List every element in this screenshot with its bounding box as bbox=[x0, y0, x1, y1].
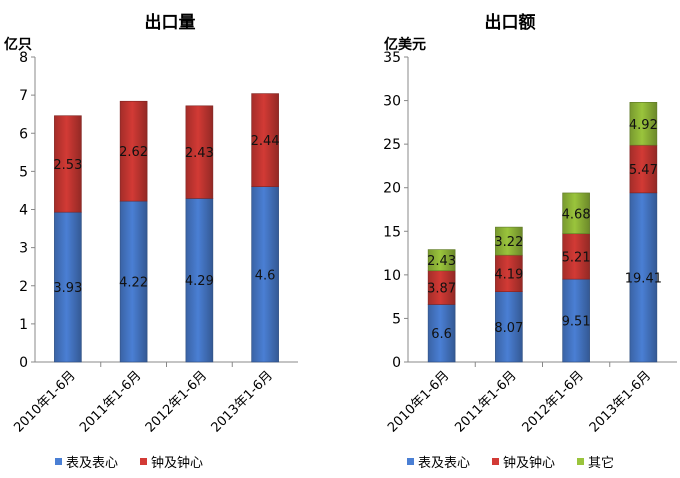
y-tick-label: 20 bbox=[383, 181, 401, 197]
data-label: 3.93 bbox=[53, 281, 82, 296]
legend-swatch-red bbox=[492, 458, 500, 465]
bar-segment bbox=[251, 186, 279, 363]
x-tick-label: 2012年1-6月 bbox=[520, 368, 587, 435]
data-label: 9.51 bbox=[562, 315, 591, 330]
legend-item: 其它 bbox=[577, 452, 614, 471]
x-tick-label: 2013年1-6月 bbox=[587, 368, 654, 435]
data-label: 3.87 bbox=[427, 282, 456, 297]
data-label: 6.6 bbox=[431, 327, 452, 342]
legend-item: 钟及钟心 bbox=[492, 452, 555, 471]
data-label: 3.22 bbox=[494, 235, 523, 250]
x-tick-label: 2010年1-6月 bbox=[11, 368, 78, 435]
data-label: 4.22 bbox=[119, 276, 148, 291]
legend-swatch-blue bbox=[407, 458, 414, 465]
chart-export-value: 出口额 亿美元 0 5 10 15 20 25 30 35 6.6 3.87 2.43 2010年1-… bbox=[340, 0, 680, 478]
bar-segment bbox=[562, 278, 590, 363]
bar-segment bbox=[495, 254, 523, 292]
x-tick-label: 2010年1-6月 bbox=[385, 368, 452, 435]
bar-segment bbox=[629, 192, 658, 363]
bar-segment bbox=[251, 93, 279, 187]
bar-segment bbox=[427, 304, 456, 363]
chart-title: 出口量 bbox=[144, 13, 196, 33]
bar-segment bbox=[562, 233, 590, 280]
data-label: 2.43 bbox=[427, 254, 456, 269]
y-tick-label: 10 bbox=[383, 268, 401, 284]
chart-export-volume: 出口量 亿只 0 1 2 3 4 5 6 7 8 3.93 2.53 2010年1-6月 4.22 2.6… bbox=[4, 13, 298, 471]
bar-segment bbox=[185, 105, 214, 199]
y-tick-label: 1 bbox=[19, 317, 28, 333]
data-label: 2.62 bbox=[119, 145, 148, 160]
bar-segment bbox=[495, 226, 523, 256]
data-label: 2.53 bbox=[53, 158, 82, 173]
bar-segment bbox=[119, 100, 148, 202]
data-label: 8.07 bbox=[494, 321, 523, 336]
bar-segment bbox=[185, 198, 214, 363]
bar-segment bbox=[629, 144, 658, 194]
y-tick-label: 0 bbox=[19, 355, 28, 371]
data-label: 4.92 bbox=[629, 118, 658, 133]
y-tick-label: 3 bbox=[19, 241, 28, 257]
y-tick-label: 25 bbox=[383, 137, 401, 153]
legend-swatch-blue bbox=[55, 458, 62, 465]
data-label: 5.21 bbox=[562, 250, 591, 265]
y-tick-label: 15 bbox=[383, 224, 401, 240]
y-tick-label: 35 bbox=[383, 50, 401, 66]
legend-item: 钟及钟心 bbox=[140, 452, 203, 471]
data-label: 2.44 bbox=[251, 134, 280, 149]
chart-plot: 0 5 10 15 20 25 30 35 6.6 3.87 2.43 2010年1-6月 8.07 4.… bbox=[383, 50, 677, 436]
y-tick-label: 30 bbox=[383, 94, 401, 110]
data-label: 19.41 bbox=[625, 271, 662, 286]
y-tick-label: 5 bbox=[392, 311, 401, 327]
data-label: 5.47 bbox=[629, 163, 658, 178]
legend-label: 其它 bbox=[588, 456, 615, 471]
legend-label: 表及表心 bbox=[418, 456, 471, 471]
legend-label: 钟及钟心 bbox=[151, 456, 204, 471]
bar-segment bbox=[495, 291, 523, 363]
x-tick-label: 2012年1-6月 bbox=[143, 368, 210, 435]
data-label: 4.29 bbox=[185, 274, 214, 289]
y-tick-label: 6 bbox=[19, 126, 28, 142]
y-axis-unit: 亿只 bbox=[4, 37, 32, 53]
bar-segment bbox=[54, 115, 82, 213]
bar-segment bbox=[119, 200, 148, 363]
y-tick-label: 0 bbox=[392, 355, 401, 371]
bar-segment bbox=[629, 102, 658, 146]
bar-segment bbox=[427, 270, 456, 305]
y-tick-label: 5 bbox=[19, 164, 28, 180]
legend-item: 表及表心 bbox=[55, 452, 118, 471]
chart-title: 出口额 bbox=[484, 13, 536, 33]
legend-swatch-green bbox=[577, 458, 585, 465]
legend-swatch-red bbox=[140, 458, 148, 465]
y-axis-unit: 亿美元 bbox=[384, 37, 426, 53]
x-tick-label: 2013年1-6月 bbox=[209, 368, 276, 435]
bar-segment bbox=[427, 249, 456, 272]
data-label: 2.43 bbox=[185, 146, 214, 161]
chart-plot: 0 1 2 3 4 5 6 7 8 3.93 2.53 2010年1-6月 4.22 2.62 2011年1… bbox=[11, 50, 298, 436]
data-label: 4.6 bbox=[255, 268, 276, 283]
legend-item: 表及表心 bbox=[407, 452, 470, 471]
y-tick-label: 8 bbox=[19, 50, 28, 66]
bar-segment bbox=[562, 192, 590, 235]
y-tick-label: 4 bbox=[19, 203, 28, 219]
bar-segment bbox=[54, 211, 82, 363]
x-tick-label: 2011年1-6月 bbox=[452, 368, 519, 435]
legend: 表及表心 钟及钟心 其它 bbox=[407, 452, 614, 471]
legend-label: 钟及钟心 bbox=[503, 456, 556, 471]
y-tick-label: 2 bbox=[19, 279, 28, 295]
x-tick-label: 2011年1-6月 bbox=[77, 368, 144, 435]
data-label: 4.19 bbox=[494, 267, 523, 282]
legend: 表及表心 钟及钟心 bbox=[55, 452, 203, 471]
y-tick-label: 7 bbox=[19, 88, 28, 104]
legend-label: 表及表心 bbox=[66, 456, 119, 471]
data-label: 4.68 bbox=[562, 207, 591, 222]
